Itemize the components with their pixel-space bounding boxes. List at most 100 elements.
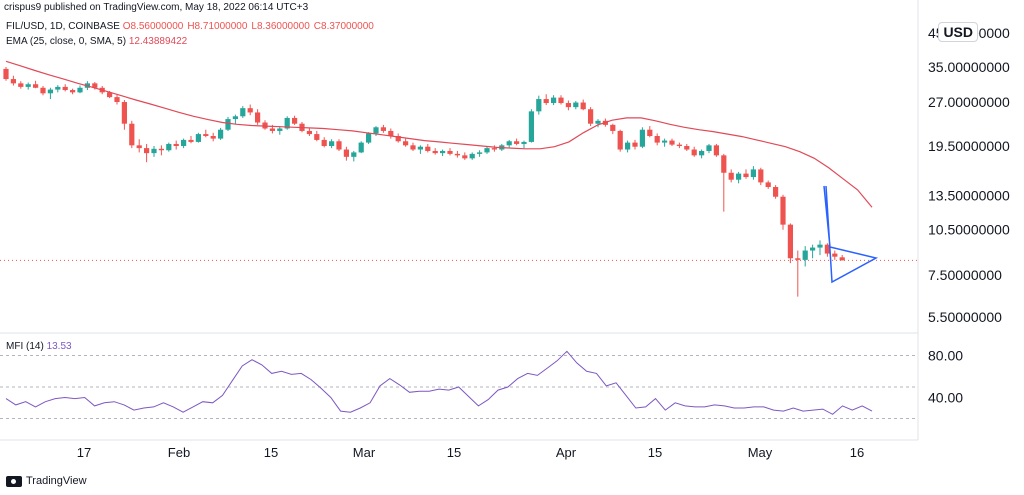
price-tick-label: 5.50000000 [928,309,1002,325]
time-tick-label: Mar [353,445,376,460]
candle-body [55,86,61,90]
candle-body [528,111,534,142]
candle-body [743,173,749,178]
price-tick-label: 13.50000000 [928,188,1010,204]
candle-body [506,141,512,146]
close-value: C8.37000000 [313,21,374,32]
ema-label: EMA (25, close, 0, SMA, 5) [6,36,127,47]
open-value: O8.56000000 [122,21,184,32]
candle-body [817,244,823,248]
candle-body [780,196,786,225]
tradingview-brand[interactable]: TradingView [6,475,87,487]
candle-body [410,145,416,150]
time-tick-label: 16 [850,445,864,460]
price-tick-label: 19.50000000 [928,138,1010,154]
triangle-pattern [823,185,879,284]
candle-body [395,136,401,142]
candle-body [166,143,172,151]
ema-legend[interactable]: EMA (25, close, 0, SMA, 5) 12.43889422 [6,36,187,47]
candle-body [721,155,727,173]
candle-body [787,224,793,259]
ema-value: 12.43889422 [128,36,188,47]
candle-body [232,116,238,120]
mfi-value: 13.53 [46,341,72,352]
candle-body [269,128,275,131]
candle-body [684,146,690,150]
low-value: L8.36000000 [251,21,310,32]
candle-body [210,136,216,139]
candle-body [491,148,497,150]
candle-body [277,128,283,131]
time-tick-label: 17 [77,445,91,460]
candle-body [617,130,623,150]
candle-body [824,244,830,254]
candle-body [543,99,549,104]
candle-body [425,146,431,151]
candle-body [47,89,53,94]
candle-body [366,133,372,143]
candle-body [388,130,394,137]
candle-body [750,169,756,178]
candle-body [92,83,98,88]
candle-body [462,155,468,159]
candle-body [773,187,779,197]
mfi-tick-label: 80.00 [928,348,963,364]
candle-body [240,108,246,117]
candle-body [70,90,76,93]
publisher-line: crispus9 published on TradingView.com, M… [4,2,309,13]
candle-body [536,99,542,112]
candle-body [580,102,586,110]
candle-body [713,145,719,156]
time-tick-label: 15 [648,445,662,460]
time-tick-label: Feb [168,445,190,460]
candle-body [802,250,808,260]
candle-body [351,152,357,157]
time-tick-label: May [748,445,773,460]
candle-body [432,150,438,154]
candle-body [706,145,712,151]
candle-body [477,152,483,154]
candle-body [255,112,261,123]
mfi-line [5,350,873,415]
mfi-legend[interactable]: MFI (14) 13.53 [6,341,72,352]
candle-body [33,84,39,88]
symbol-name[interactable]: FIL/USD, 1D, COINBASE [6,21,120,32]
ohlc-values: O8.56000000 H8.71000000 L8.36000000 C8.3700… [123,21,378,32]
candle-body [832,253,838,257]
candle-body [654,136,660,143]
candle-body [306,130,312,135]
candle-body [521,141,527,144]
candle-body [595,120,601,124]
candle-body [447,150,453,154]
candle-body [662,140,668,143]
candle-body [144,148,150,154]
candle-body [40,87,46,94]
high-value: H8.71000000 [187,21,248,32]
candle-body [484,148,490,153]
candle-body [10,79,16,84]
price-tick-label: 35.00000000 [928,59,1010,75]
candle-body [440,150,446,154]
candle-body [358,142,364,153]
candle-body [454,153,460,156]
candle-body [417,146,423,150]
candle-body [632,142,638,147]
candle-body [765,182,771,188]
ema-line [5,60,873,208]
candle-body [610,124,616,131]
candle-body [121,102,127,124]
candle-body [728,172,734,180]
candle-body [810,247,816,251]
candle-body [699,150,705,156]
candle-body [380,127,386,131]
candle-body [647,129,653,137]
candle-body [639,129,645,147]
candle-body [188,139,194,142]
tradingview-logo-icon [6,475,22,487]
candle-body [469,153,475,159]
brand-name: TradingView [26,475,87,487]
candle-body [736,173,742,180]
currency-badge[interactable]: USD [938,22,978,42]
candle-body [373,127,379,134]
